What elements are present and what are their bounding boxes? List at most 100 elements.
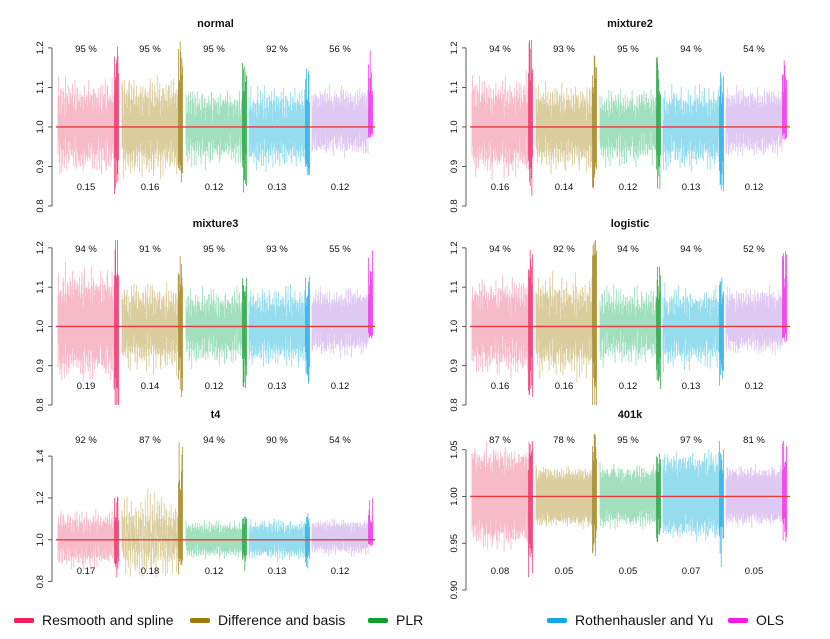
width-label: 0.14 [555, 182, 574, 193]
coverage-label: 95 % [203, 244, 225, 255]
width-label: 0.12 [205, 566, 224, 577]
interval-group-resmooth: 94 % 0.16 [471, 244, 533, 397]
miss-tail-plr [656, 453, 661, 543]
interval-lines-rothenhausler [248, 518, 306, 562]
coverage-label: 93 % [266, 244, 288, 255]
width-label: 0.12 [619, 182, 638, 193]
interval-lines-difference [535, 270, 593, 382]
legend-swatch-resmooth [14, 617, 34, 623]
legend-item-plr: PLR [368, 612, 423, 628]
coverage-label: 94 % [203, 435, 225, 446]
miss-tail-plr [242, 277, 247, 389]
y-tick-label: 0.95 [449, 534, 460, 553]
miss-tail-rothenhausler [719, 72, 724, 192]
width-label: 0.17 [77, 566, 96, 577]
interval-lines-plr [599, 88, 657, 168]
interval-group-difference: 92 % 0.16 [535, 240, 597, 405]
y-tick-label: 1.0 [35, 320, 46, 333]
interval-group-resmooth: 94 % 0.16 [471, 40, 533, 196]
coverage-label: 94 % [489, 44, 511, 55]
miss-tail-plr [656, 57, 661, 190]
panel-title: mixture2 [607, 18, 653, 30]
panel-title: t4 [211, 409, 222, 421]
width-label: 0.12 [331, 182, 350, 193]
interval-lines-rothenhausler [248, 284, 306, 368]
width-label: 0.12 [619, 381, 638, 392]
interval-group-ols: 81 % 0.05 [725, 435, 787, 577]
interval-group-ols: 52 % 0.12 [725, 244, 787, 392]
interval-lines-resmooth [57, 75, 115, 175]
coverage-label: 92 % [553, 244, 575, 255]
interval-lines-rothenhausler [248, 85, 306, 172]
interval-lines-ols [311, 285, 369, 359]
width-label: 0.16 [555, 381, 574, 392]
y-tick-label: 0.9 [449, 160, 460, 173]
interval-group-rothenhausler: 97 % 0.07 [662, 435, 724, 577]
width-label: 0.18 [141, 566, 160, 577]
interval-group-rothenhausler: 94 % 0.13 [662, 44, 724, 193]
width-label: 0.12 [745, 182, 764, 193]
miss-tail-rothenhausler [719, 277, 724, 386]
interval-lines-plr [185, 91, 243, 170]
legend-item-rothenhausler: Rothenhausler and Yu [547, 612, 713, 628]
width-label: 0.14 [141, 381, 160, 392]
width-label: 0.12 [205, 381, 224, 392]
miss-tail-rothenhausler [305, 513, 310, 569]
interval-group-plr: 95 % 0.05 [599, 435, 661, 577]
interval-lines-ols [725, 84, 783, 156]
panel-title: mixture3 [193, 218, 239, 230]
width-label: 0.08 [491, 566, 510, 577]
interval-group-ols: 54 % 0.12 [725, 44, 787, 193]
y-tick-label: 1.0 [35, 533, 46, 546]
panel-title: normal [197, 18, 234, 30]
coverage-label: 87 % [139, 435, 161, 446]
miss-tail-resmooth [528, 249, 533, 397]
interval-lines-resmooth [471, 275, 529, 379]
y-tick-label: 1.2 [35, 491, 46, 504]
y-tick-label: 1.2 [449, 241, 460, 254]
coverage-label: 54 % [743, 44, 765, 55]
legend-label-plr: PLR [396, 612, 424, 628]
interval-group-rothenhausler: 93 % 0.13 [248, 244, 310, 392]
y-tick-label: 1.1 [449, 81, 460, 94]
y-tick-label: 1.2 [35, 241, 46, 254]
miss-tail-ols [368, 250, 373, 339]
interval-group-ols: 54 % 0.12 [311, 435, 373, 577]
interval-lines-resmooth [57, 261, 115, 389]
interval-lines-ols [311, 84, 369, 159]
panel-t4: t4 0.8 1.0 1.2 1.4 92 % 0.17 87 % 0.18 94 % 0.12 90… [35, 409, 375, 588]
width-label: 0.05 [619, 566, 638, 577]
width-label: 0.12 [745, 381, 764, 392]
miss-tail-rothenhausler [719, 441, 724, 567]
width-label: 0.13 [682, 381, 701, 392]
width-label: 0.05 [555, 566, 574, 577]
miss-tail-plr [656, 266, 661, 389]
interval-group-plr: 94 % 0.12 [599, 244, 661, 392]
miss-tail-difference [178, 255, 183, 397]
interval-group-difference: 93 % 0.14 [535, 44, 597, 193]
legend-swatch-plr [368, 617, 388, 623]
interval-lines-plr [599, 462, 657, 530]
interval-group-difference: 95 % 0.16 [121, 41, 183, 193]
coverage-label: 87 % [489, 435, 511, 446]
legend-item-difference: Difference and basis [190, 612, 345, 628]
interval-group-plr: 95 % 0.12 [599, 44, 661, 193]
y-tick-label: 1.4 [35, 449, 46, 462]
legend: Resmooth and spline Difference and basis… [0, 606, 830, 639]
y-tick-label: 0.8 [449, 398, 460, 411]
coverage-label: 94 % [617, 244, 639, 255]
y-tick-label: 1.05 [449, 440, 460, 459]
legend-label-rothenhausler: Rothenhausler and Yu [575, 612, 714, 628]
legend-label-ols: OLS [756, 612, 785, 628]
interval-lines-rothenhausler [662, 83, 720, 172]
miss-tail-difference [178, 442, 183, 575]
coverage-label: 93 % [553, 44, 575, 55]
width-label: 0.07 [682, 566, 701, 577]
interval-lines-ols [725, 285, 783, 356]
interval-group-difference: 87 % 0.18 [121, 435, 183, 577]
miss-tail-ols [782, 441, 787, 542]
width-label: 0.15 [77, 182, 96, 193]
miss-tail-resmooth [114, 240, 119, 405]
